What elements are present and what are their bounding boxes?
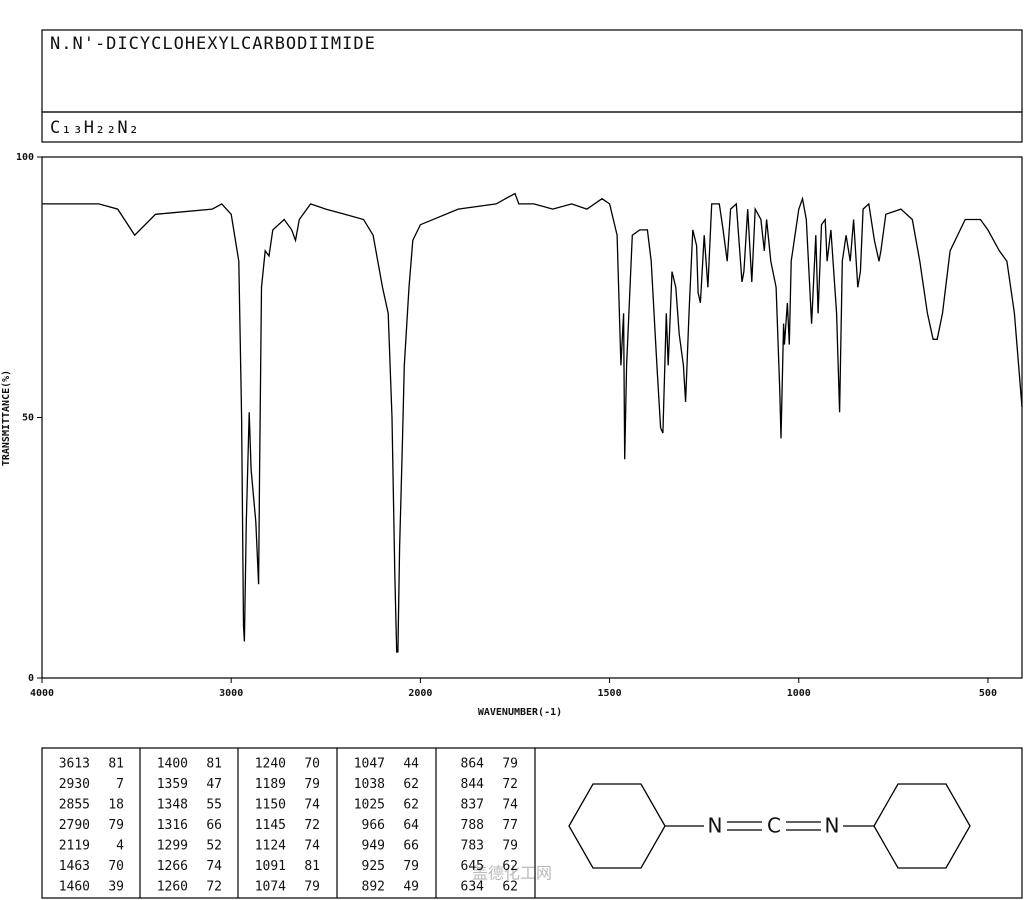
peak-wavenumber: 1240 [255, 757, 286, 772]
formula-box [41, 111, 1023, 143]
peak-transmittance: 70 [108, 859, 124, 874]
peak-wavenumber: 2930 [59, 777, 90, 792]
formula: C₁₃H₂₂N₂ [50, 118, 140, 138]
peak-transmittance: 74 [304, 798, 320, 813]
peak-wavenumber: 645 [461, 859, 484, 874]
y-tick-label: 100 [16, 152, 34, 163]
peak-transmittance: 44 [403, 757, 419, 772]
peak-wavenumber: 1038 [354, 777, 385, 792]
peak-wavenumber: 1189 [255, 777, 286, 792]
peak-transmittance: 79 [108, 818, 124, 833]
peak-wavenumber: 1091 [255, 859, 286, 874]
peak-transmittance: 66 [403, 839, 419, 854]
peak-wavenumber: 966 [362, 818, 385, 833]
peak-wavenumber: 1150 [255, 798, 286, 813]
peak-wavenumber: 949 [362, 839, 385, 854]
spectrum-line [42, 192, 1023, 653]
peak-transmittance: 62 [502, 880, 518, 895]
cyclohexane-left [568, 783, 666, 869]
peak-transmittance: 39 [108, 880, 124, 895]
peak-wavenumber: 634 [461, 880, 485, 895]
x-tick-label: 3000 [219, 688, 243, 699]
peak-transmittance: 7 [116, 777, 124, 792]
peak-transmittance: 79 [403, 859, 419, 874]
peak-transmittance: 72 [304, 818, 320, 833]
peak-transmittance: 81 [108, 757, 124, 772]
x-axis-label: WAVENUMBER(-1) [478, 707, 562, 718]
plot-frame [41, 156, 1023, 679]
y-tick-label: 50 [22, 413, 34, 424]
peak-transmittance: 79 [502, 757, 518, 772]
peak-transmittance: 74 [502, 798, 518, 813]
atom-label: N [825, 814, 840, 838]
y-tick-label: 0 [28, 673, 34, 684]
peak-transmittance: 70 [304, 757, 320, 772]
peak-wavenumber: 1074 [255, 880, 286, 895]
peak-table-box [41, 747, 1023, 899]
x-tick-label: 1000 [787, 688, 811, 699]
peak-wavenumber: 892 [362, 880, 385, 895]
peak-transmittance: 81 [304, 859, 320, 874]
peak-transmittance: 81 [206, 757, 222, 772]
peak-wavenumber: 783 [461, 839, 484, 854]
peak-wavenumber: 1359 [157, 777, 188, 792]
peak-wavenumber: 1400 [157, 757, 188, 772]
peak-wavenumber: 844 [461, 777, 485, 792]
peak-transmittance: 74 [304, 839, 320, 854]
atom-label: N [708, 814, 723, 838]
cyclohexane-right [873, 783, 971, 869]
peak-transmittance: 62 [502, 859, 518, 874]
y-axis-label: TRANSMITTANCE(%) [1, 370, 12, 466]
title: N.N'-DICYCLOHEXYLCARBODIIMIDE [50, 34, 376, 54]
peak-wavenumber: 788 [461, 818, 484, 833]
peak-wavenumber: 1348 [157, 798, 188, 813]
peak-transmittance: 72 [502, 777, 518, 792]
peak-wavenumber: 1299 [157, 839, 188, 854]
watermark: 盖德化工网 [472, 864, 552, 883]
peak-wavenumber: 1124 [255, 839, 286, 854]
peak-transmittance: 74 [206, 859, 222, 874]
x-tick-label: 500 [979, 688, 997, 699]
peak-transmittance: 52 [206, 839, 222, 854]
peak-transmittance: 4 [116, 839, 124, 854]
peak-transmittance: 66 [206, 818, 222, 833]
peak-transmittance: 47 [206, 777, 222, 792]
peak-wavenumber: 864 [461, 757, 485, 772]
peak-wavenumber: 2855 [59, 798, 90, 813]
peak-wavenumber: 1260 [157, 880, 188, 895]
peak-wavenumber: 1463 [59, 859, 90, 874]
peak-transmittance: 55 [206, 798, 222, 813]
peak-wavenumber: 1460 [59, 880, 90, 895]
peak-wavenumber: 1025 [354, 798, 385, 813]
atom-label: C [767, 814, 781, 838]
peak-wavenumber: 1266 [157, 859, 188, 874]
structure [568, 783, 971, 869]
peak-transmittance: 79 [502, 839, 518, 854]
peak-transmittance: 77 [502, 818, 518, 833]
peak-transmittance: 62 [403, 798, 419, 813]
peak-wavenumber: 925 [362, 859, 385, 874]
x-tick-label: 4000 [30, 688, 54, 699]
peak-transmittance: 49 [403, 880, 419, 895]
peak-wavenumber: 1316 [157, 818, 188, 833]
peak-transmittance: 64 [403, 818, 419, 833]
peak-transmittance: 79 [304, 880, 320, 895]
peak-transmittance: 79 [304, 777, 320, 792]
peak-transmittance: 72 [206, 880, 222, 895]
peak-wavenumber: 2119 [59, 839, 90, 854]
peak-transmittance: 18 [108, 798, 124, 813]
peak-wavenumber: 837 [461, 798, 484, 813]
x-tick-label: 1500 [598, 688, 622, 699]
peak-transmittance: 62 [403, 777, 419, 792]
peak-wavenumber: 1047 [354, 757, 385, 772]
peak-wavenumber: 3613 [59, 757, 90, 772]
x-tick-label: 2000 [408, 688, 432, 699]
peak-wavenumber: 1145 [255, 818, 286, 833]
peak-wavenumber: 2790 [59, 818, 90, 833]
